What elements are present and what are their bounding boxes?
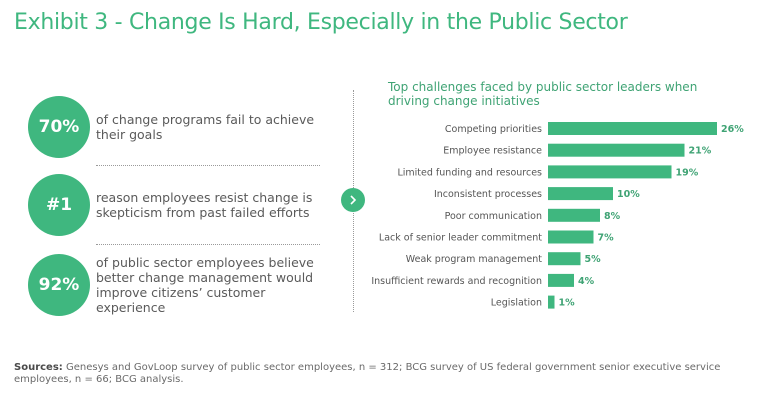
sources-note: Sources: Genesys and GovLoop survey of p… xyxy=(14,362,754,386)
stat-block-2: #1 reason employees resist change is ske… xyxy=(28,174,338,238)
chart-title: Top challenges faced by public sector le… xyxy=(388,80,698,108)
bar xyxy=(548,273,574,287)
category-label: Competing priorities xyxy=(445,124,542,135)
bar xyxy=(548,230,594,244)
bar xyxy=(548,165,672,179)
sources-label: Sources: xyxy=(14,362,63,373)
chevron-right-icon xyxy=(341,188,365,212)
value-label: 4% xyxy=(578,276,595,287)
page-title: Exhibit 3 - Change Is Hard, Especially i… xyxy=(14,10,628,35)
value-label: 26% xyxy=(721,124,744,135)
stat-circle: 92% xyxy=(28,254,90,316)
bar-chart: Competing priorities 26% Employee resistan… xyxy=(371,122,744,309)
category-label: Lack of senior leader commitment xyxy=(379,233,542,244)
value-label: 21% xyxy=(689,146,712,157)
stat-block-1: 70% of change programs fail to achieve t… xyxy=(28,96,338,160)
value-label: 1% xyxy=(559,298,576,309)
category-label: Limited funding and resources xyxy=(397,167,542,178)
value-label: 5% xyxy=(585,254,602,265)
bar xyxy=(548,187,613,201)
stat-text: of change programs fail to achieve their… xyxy=(96,112,315,142)
stat-text: of public sector employees believe bette… xyxy=(96,255,314,315)
category-label: Inconsistent processes xyxy=(434,189,542,200)
value-label: 7% xyxy=(598,233,615,244)
bar xyxy=(548,208,600,222)
value-label: 8% xyxy=(604,211,621,222)
bar xyxy=(548,122,717,135)
sources-text: Genesys and GovLoop survey of public sec… xyxy=(14,362,721,385)
stat-circle: 70% xyxy=(28,96,90,158)
bar xyxy=(548,252,581,266)
bar xyxy=(548,295,555,309)
stat-text: reason employees resist change is skepti… xyxy=(96,190,313,220)
bar xyxy=(548,143,685,157)
stat-block-3: 92% of public sector employees believe b… xyxy=(28,254,338,318)
category-label: Poor communication xyxy=(445,211,542,222)
category-label: Insufficient rewards and recognition xyxy=(371,276,542,287)
category-label: Employee resistance xyxy=(443,146,542,157)
category-label: Weak program management xyxy=(406,254,543,265)
value-label: 19% xyxy=(676,167,699,178)
stat-circle: #1 xyxy=(28,174,90,236)
value-label: 10% xyxy=(617,189,640,200)
divider xyxy=(96,165,320,166)
divider xyxy=(96,244,320,245)
category-label: Legislation xyxy=(491,298,542,309)
